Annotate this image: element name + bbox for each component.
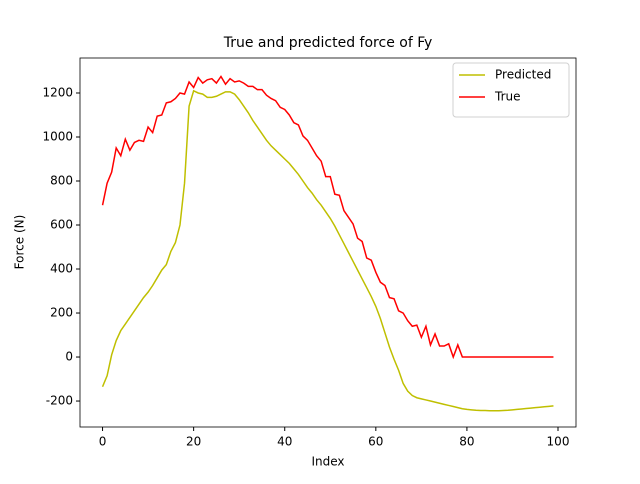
y-tick-label: 400 [50,262,73,276]
x-axis-label: Index [311,455,344,469]
y-tick-label: -200 [46,394,73,408]
legend-label: Predicted [495,68,551,82]
y-tick-label: 1000 [42,129,73,143]
y-axis-label: Force (N) [13,215,27,270]
x-tick-label: 60 [368,435,383,449]
y-tick-label: 600 [50,218,73,232]
legend-box [452,62,570,118]
data-line [101,89,554,412]
y-tick-label: 800 [50,174,73,188]
x-tick-label: 100 [547,435,570,449]
y-tick-label: 200 [50,306,73,320]
x-tick-label: 0 [99,435,107,449]
x-tick-label: 40 [277,435,292,449]
legend-label: True [494,90,521,104]
data-line [101,75,554,360]
x-tick-label: 20 [186,435,201,449]
y-tick-label: 1200 [42,85,73,99]
x-tick-label: 80 [459,435,474,449]
y-tick-label: 0 [65,350,73,364]
axes-frame [79,57,577,428]
chart-title: True and predicted force of Fy [223,35,433,51]
